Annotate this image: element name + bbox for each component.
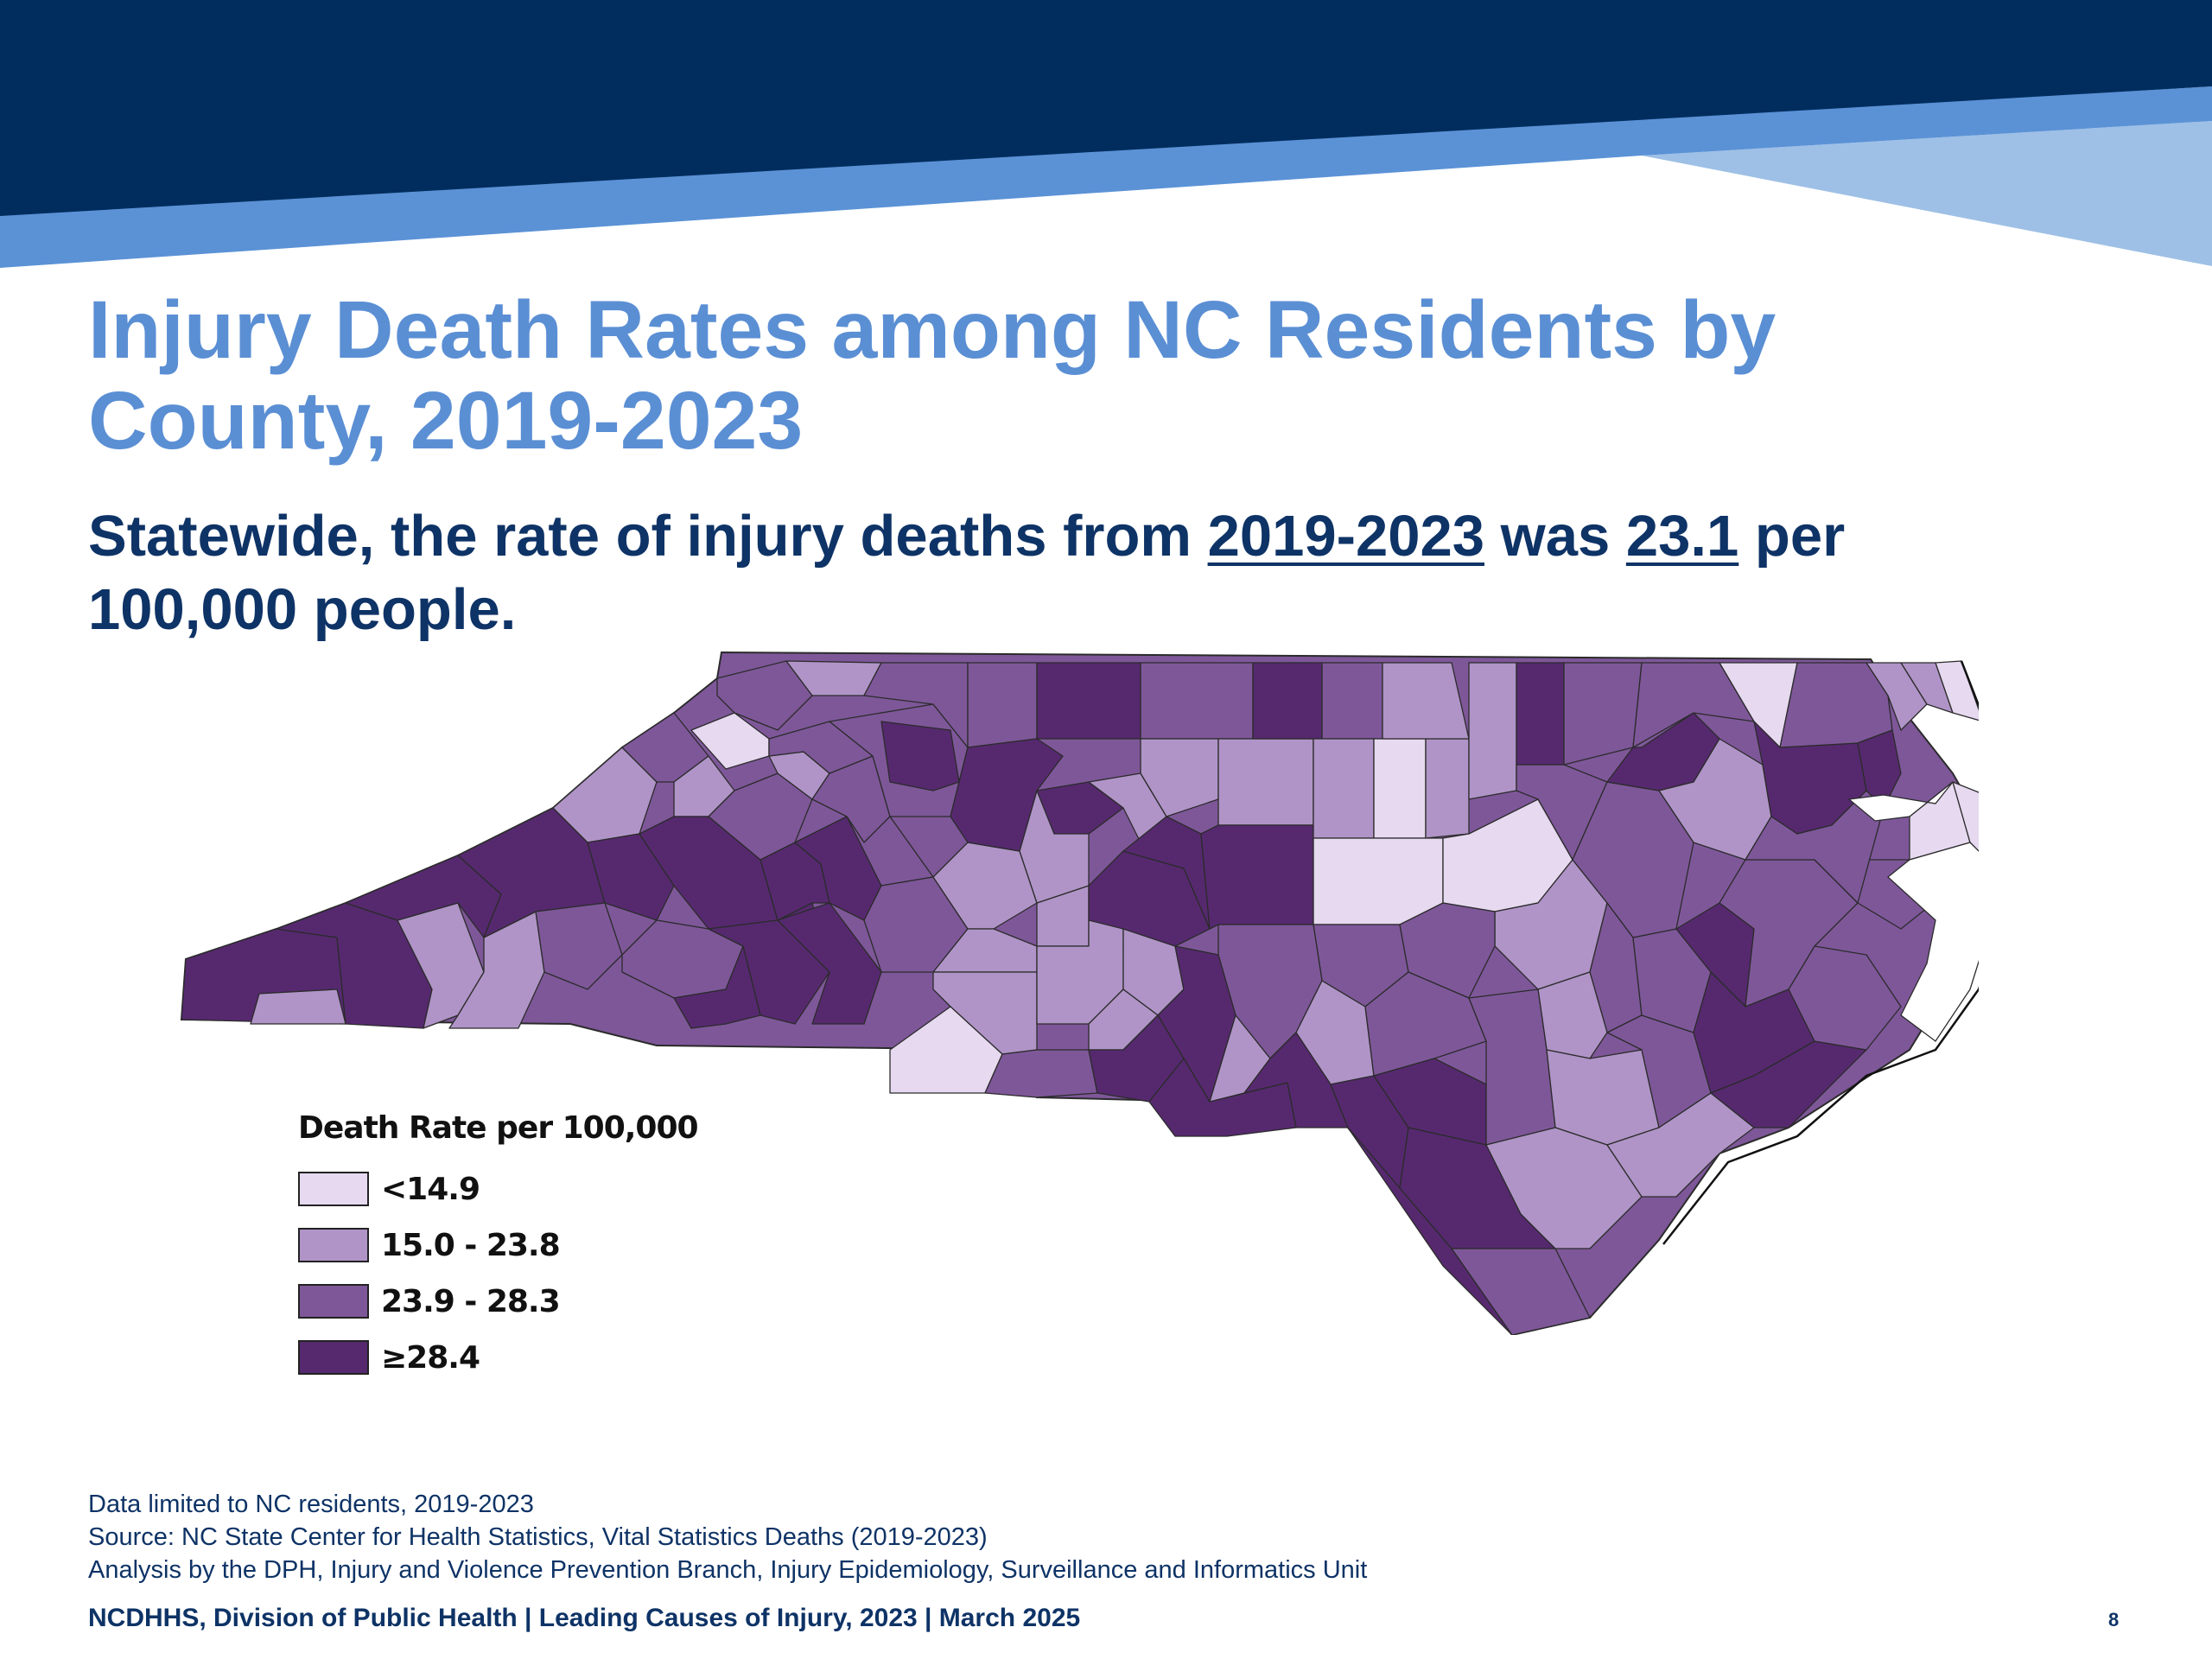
county-coast-97 [1632, 662, 1755, 748]
county-pied-45 [950, 738, 1064, 852]
footnote-data-limit: Data limited to NC residents, 2019-2023 [88, 1491, 534, 1518]
county-pied-49 [1217, 738, 1314, 826]
county-pied-57 [1313, 837, 1444, 925]
legend-label: ≥28.4 [381, 1339, 480, 1376]
county-pied-54 [1373, 738, 1427, 839]
albemarle-sound [1847, 781, 1954, 822]
county-pied-52 [1321, 662, 1383, 740]
county-coast-108 [1952, 781, 1979, 852]
county-pied-51 [1252, 662, 1323, 740]
county-west-10 [587, 833, 675, 921]
footnote-source: Source: NC State Center for Health Stati… [88, 1523, 988, 1551]
legend-title: Death Rate per 100,000 [298, 1110, 699, 1146]
map-legend: Death Rate per 100,000 <14.9 15.0 - 23.8… [298, 1110, 699, 1395]
pamlico-sound [1886, 842, 1979, 1042]
county-coast-103 [1857, 729, 1902, 809]
county-mtn-26 [846, 816, 934, 887]
county-west-3 [250, 988, 346, 1025]
county-west-16 [673, 945, 761, 1029]
county-fthl-37 [1036, 781, 1124, 835]
slide-title: Injury Death Rates among NC Residents by… [88, 284, 1777, 467]
county-sand-82 [1451, 1248, 1591, 1335]
legend-label: 23.9 - 28.3 [381, 1283, 561, 1319]
subtitle-middle: was [1484, 504, 1626, 569]
outer-banks [1662, 660, 1979, 1245]
subtitle-prefix: Statewide, the rate of injury deaths fro… [88, 504, 1208, 569]
legend-item: 15.0 - 23.8 [298, 1226, 698, 1264]
page-number: 8 [2108, 1609, 2120, 1630]
county-mtn-31 [880, 721, 960, 791]
legend-swatch [298, 1172, 369, 1206]
legend-label: 15.0 - 23.8 [381, 1227, 561, 1263]
slide-subtitle: Statewide, the rate of injury deaths fro… [88, 499, 2058, 646]
header-band [0, 0, 2212, 268]
county-pied-60 [1516, 662, 1565, 766]
header-blue-stripe [0, 86, 2212, 268]
legend-swatch [298, 1228, 369, 1262]
county-pied-50 [1200, 824, 1314, 930]
legend-item: <14.9 [298, 1170, 698, 1208]
nc-county-map [180, 651, 1979, 1335]
footnotes: Data limited to NC residents, 2019-2023 … [88, 1488, 1367, 1586]
legend-swatch [298, 1340, 369, 1375]
county-west-9 [552, 747, 658, 843]
subtitle-rate: 23.1 [1625, 504, 1739, 569]
header-light-wedge [1642, 121, 2212, 266]
county-pied-48 [1140, 738, 1219, 817]
county-pied-46 [1036, 662, 1141, 740]
legend-swatch [298, 1284, 369, 1319]
county-coast-104 [1866, 662, 1928, 731]
footer-text: NCDHHS, Division of Public Health | Lead… [88, 1604, 1081, 1632]
header-navy-band [0, 0, 2212, 216]
legend-item: ≥28.4 [298, 1338, 698, 1376]
county-pied-55 [1425, 738, 1470, 839]
county-pied-59 [1468, 662, 1517, 800]
county-mtn-30 [863, 662, 969, 748]
county-pied-47 [1140, 662, 1254, 740]
county-coast-106 [1935, 660, 1979, 721]
county-sand-72 [984, 1049, 1098, 1098]
subtitle-period: 2019-2023 [1207, 504, 1484, 569]
county-pied-44 [967, 662, 1038, 748]
county-sand-77 [1243, 1032, 1349, 1128]
subtitle-suffix: per 100,000 people. [88, 504, 1846, 642]
footnote-analysis: Analysis by the DPH, Injury and Violence… [88, 1556, 1368, 1584]
county-pied-53 [1313, 738, 1375, 839]
legend-label: <14.9 [381, 1171, 480, 1207]
legend-item: 23.9 - 28.3 [298, 1282, 698, 1320]
county-west-8 [535, 902, 623, 990]
